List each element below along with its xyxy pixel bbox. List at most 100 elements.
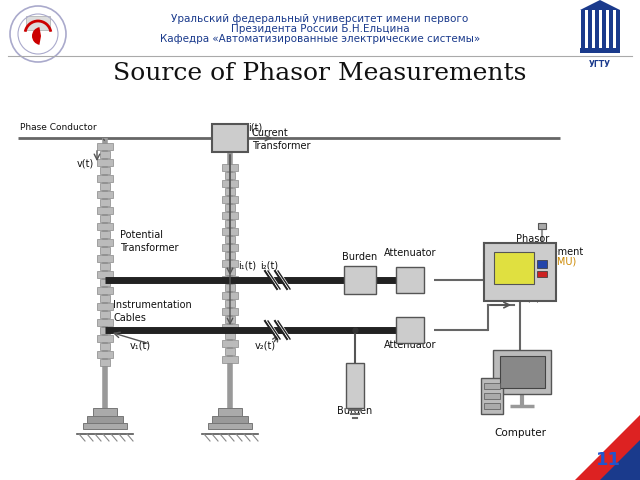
Bar bbox=[212, 416, 248, 423]
Bar bbox=[225, 188, 235, 195]
Text: Source of Phasor Measurements: Source of Phasor Measurements bbox=[113, 62, 527, 85]
Bar bbox=[222, 228, 238, 235]
Bar bbox=[595, 10, 599, 48]
Bar bbox=[222, 244, 238, 251]
Bar bbox=[100, 359, 110, 366]
Bar bbox=[538, 223, 546, 229]
Bar bbox=[97, 255, 113, 262]
Bar bbox=[100, 311, 110, 318]
Bar bbox=[97, 287, 113, 294]
Text: УГТУ: УГТУ bbox=[589, 60, 611, 69]
Text: (PMU): (PMU) bbox=[547, 256, 576, 266]
Bar bbox=[97, 303, 113, 310]
Bar bbox=[222, 356, 238, 363]
Bar bbox=[225, 348, 235, 355]
Bar bbox=[218, 408, 242, 416]
Bar bbox=[97, 239, 113, 246]
Text: Attenuator: Attenuator bbox=[384, 340, 436, 350]
Bar bbox=[97, 271, 113, 278]
Text: Уральский федеральный университет имени первого: Уральский федеральный университет имени … bbox=[172, 14, 468, 24]
Bar bbox=[100, 215, 110, 222]
Text: Current
Transformer: Current Transformer bbox=[252, 128, 310, 151]
Text: v₁(t): v₁(t) bbox=[130, 340, 151, 350]
Bar bbox=[346, 362, 364, 408]
Bar bbox=[609, 10, 613, 48]
Bar bbox=[97, 143, 113, 150]
Text: v₂(t): v₂(t) bbox=[255, 340, 276, 350]
Bar bbox=[97, 159, 113, 166]
Bar bbox=[222, 260, 238, 267]
Bar bbox=[222, 324, 238, 331]
Bar bbox=[484, 403, 500, 409]
Bar bbox=[225, 236, 235, 243]
Bar bbox=[100, 183, 110, 190]
Bar bbox=[396, 267, 424, 293]
Bar bbox=[225, 332, 235, 339]
Bar bbox=[225, 300, 235, 307]
Bar bbox=[26, 16, 50, 30]
Bar bbox=[97, 351, 113, 358]
Bar bbox=[222, 212, 238, 219]
Text: Potential
Transformer: Potential Transformer bbox=[120, 230, 179, 253]
Bar bbox=[100, 343, 110, 350]
Polygon shape bbox=[575, 415, 640, 480]
Text: v(t): v(t) bbox=[77, 158, 94, 168]
Bar bbox=[499, 356, 545, 388]
Bar bbox=[97, 319, 113, 326]
Bar bbox=[222, 276, 238, 283]
Bar bbox=[100, 151, 110, 158]
Bar bbox=[602, 10, 606, 48]
Bar bbox=[494, 252, 534, 284]
Text: i₂(t): i₂(t) bbox=[260, 260, 278, 270]
Bar bbox=[222, 340, 238, 347]
Bar bbox=[93, 408, 117, 416]
Bar bbox=[222, 180, 238, 187]
Bar bbox=[580, 48, 620, 53]
Bar bbox=[396, 317, 424, 343]
Bar bbox=[225, 220, 235, 227]
Bar bbox=[481, 378, 503, 414]
Bar bbox=[97, 335, 113, 342]
Bar bbox=[484, 393, 500, 399]
Text: Phasor
Measurement
Unit: Phasor Measurement Unit bbox=[516, 234, 583, 270]
Bar bbox=[100, 247, 110, 254]
Bar bbox=[588, 10, 592, 48]
Bar bbox=[225, 172, 235, 179]
Text: i₁(t): i₁(t) bbox=[238, 260, 256, 270]
Text: i(t): i(t) bbox=[248, 122, 262, 132]
Bar bbox=[97, 207, 113, 214]
Text: v₃(k): v₃(k) bbox=[518, 292, 541, 302]
Bar bbox=[344, 266, 376, 294]
Bar bbox=[484, 383, 500, 389]
Bar bbox=[100, 327, 110, 334]
Bar bbox=[616, 10, 620, 48]
Bar bbox=[537, 271, 547, 277]
Bar bbox=[493, 350, 551, 394]
Bar bbox=[225, 268, 235, 275]
Bar bbox=[222, 196, 238, 203]
Bar bbox=[212, 124, 248, 152]
Bar bbox=[97, 191, 113, 198]
Text: Burden: Burden bbox=[337, 406, 372, 416]
Bar bbox=[100, 279, 110, 286]
Bar bbox=[100, 295, 110, 302]
Bar bbox=[87, 416, 123, 423]
Bar bbox=[484, 243, 556, 301]
Bar bbox=[97, 175, 113, 182]
Bar bbox=[225, 284, 235, 291]
Bar bbox=[225, 204, 235, 211]
Bar bbox=[100, 199, 110, 206]
Bar bbox=[100, 231, 110, 238]
Polygon shape bbox=[600, 440, 640, 480]
Bar bbox=[100, 167, 110, 174]
Text: Phase Conductor: Phase Conductor bbox=[20, 123, 97, 132]
Bar bbox=[222, 308, 238, 315]
Bar bbox=[581, 10, 585, 48]
Polygon shape bbox=[580, 0, 620, 10]
Text: Computer: Computer bbox=[494, 428, 546, 438]
Text: Президента России Б.Н.Ельцина: Президента России Б.Н.Ельцина bbox=[230, 24, 410, 34]
Bar bbox=[208, 423, 252, 429]
Wedge shape bbox=[32, 27, 41, 45]
Text: Attenuator: Attenuator bbox=[384, 248, 436, 258]
Text: Burden: Burden bbox=[342, 252, 378, 262]
